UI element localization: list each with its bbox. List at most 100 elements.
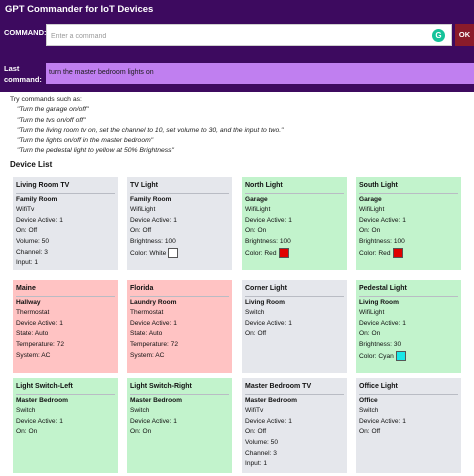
device-name: Light Switch-Right — [130, 382, 229, 395]
device-room: Master Bedroom — [130, 396, 183, 404]
command-label: COMMAND: — [4, 28, 47, 37]
device-card: Maine Hallway Thermostat Device Active: 1 St… — [13, 280, 118, 373]
command-input[interactable] — [47, 26, 427, 47]
device-property: Brightness: 30 — [359, 340, 402, 348]
device-color-label: Color: Cyan — [359, 352, 394, 360]
device-property: Input: 1 — [245, 460, 267, 468]
app-title: GPT Commander for IoT Devices — [0, 0, 474, 20]
device-name: Office Light — [359, 382, 458, 395]
device-property: Device Active: 1 — [130, 216, 177, 224]
device-property: On: Off — [245, 330, 267, 338]
device-color-label: Color: Red — [245, 249, 277, 257]
device-name: South Light — [359, 181, 458, 194]
command-input-wrapper[interactable]: G — [46, 24, 452, 47]
tips-heading: Try commands such as: — [10, 96, 82, 103]
device-room: Garage — [245, 195, 268, 203]
device-name: Pedestal Light — [359, 284, 458, 297]
device-name: Florida — [130, 284, 229, 297]
device-card: Florida Laundry Room Thermostat Device Acti… — [127, 280, 232, 373]
device-room: Master Bedroom — [16, 396, 69, 404]
device-property: On: On — [359, 227, 381, 235]
device-property: System: AC — [130, 351, 165, 359]
device-card: Corner Light Living Room Switch Device Acti… — [242, 280, 347, 373]
device-property: State: Auto — [130, 330, 163, 338]
device-property: Temperature: 72 — [16, 340, 65, 348]
device-name: TV Light — [130, 181, 229, 194]
device-property: On: Off — [16, 227, 38, 235]
tip-item: "Turn the pedestal light to yellow at 50… — [17, 147, 174, 155]
device-card: Living Room TV Family Room WifiTv Device Ac… — [13, 177, 118, 270]
device-property: State: Auto — [16, 330, 49, 338]
device-room: Garage — [359, 195, 382, 203]
device-property: On: On — [359, 330, 381, 338]
device-name: Master Bedroom TV — [245, 382, 344, 395]
device-property: Volume: 50 — [16, 237, 49, 245]
device-property: Device Active: 1 — [245, 319, 292, 327]
device-property: Switch — [245, 309, 265, 317]
device-card: North Light Garage WifiLight Device Active:… — [242, 177, 347, 270]
device-color-row: Color: Red — [245, 247, 344, 259]
command-tips: Try commands such as: "Turn the garage o… — [10, 95, 284, 157]
ok-button[interactable]: OK — [455, 24, 474, 46]
device-property: System: AC — [16, 351, 51, 359]
device-color-row: Color: Cyan — [359, 350, 458, 362]
device-property: Device Active: 1 — [245, 417, 292, 425]
tip-item: "Turn the tvs on/off off" — [17, 116, 86, 124]
device-name: North Light — [245, 181, 344, 194]
color-swatch — [395, 350, 406, 361]
device-property: WifiLight — [130, 206, 156, 214]
device-room: Family Room — [130, 195, 172, 203]
device-property: Thermostat — [130, 309, 164, 317]
device-room: Hallway — [16, 298, 41, 306]
color-swatch — [278, 247, 289, 258]
device-property: Volume: 50 — [245, 438, 278, 446]
device-color-label: Color: White — [130, 249, 167, 257]
device-room: Living Room — [245, 298, 285, 306]
command-panel: COMMAND: G OK Last command: turn the mas… — [0, 20, 474, 92]
device-property: Device Active: 1 — [359, 319, 406, 327]
device-room: Office — [359, 396, 378, 404]
device-property: Device Active: 1 — [359, 417, 406, 425]
device-list-title: Device List — [10, 160, 53, 169]
device-property: Brightness: 100 — [245, 237, 291, 245]
device-card: Light Switch-Left Master Bedroom Switch Dev… — [13, 378, 118, 473]
device-property: Device Active: 1 — [16, 216, 63, 224]
device-room: Family Room — [16, 195, 58, 203]
tip-item: "Turn the lights on/off in the master be… — [17, 137, 154, 145]
device-property: Channel: 3 — [245, 449, 277, 457]
device-name: Corner Light — [245, 284, 344, 297]
device-property: Brightness: 100 — [130, 237, 176, 245]
color-swatch — [392, 247, 403, 258]
grammarly-icon[interactable]: G — [432, 29, 445, 42]
device-card: Pedestal Light Living Room WifiLight Device… — [356, 280, 461, 373]
device-card: Master Bedroom TV Master Bedroom WifiTv Dev… — [242, 378, 347, 473]
tip-item: "Turn the living room tv on, set the cha… — [17, 126, 284, 134]
device-property: Thermostat — [16, 309, 50, 317]
device-property: On: Off — [359, 428, 381, 436]
device-property: Device Active: 1 — [130, 319, 177, 327]
device-color-row: Color: White — [130, 247, 229, 259]
device-property: Device Active: 1 — [16, 319, 63, 327]
device-property: Channel: 3 — [16, 248, 48, 256]
device-property: Device Active: 1 — [16, 417, 63, 425]
device-color-label: Color: Red — [359, 249, 391, 257]
device-property: WifiTv — [245, 407, 264, 415]
device-property: Device Active: 1 — [130, 417, 177, 425]
device-property: WifiLight — [359, 309, 385, 317]
device-property: Device Active: 1 — [245, 216, 292, 224]
device-color-row: Color: Red — [359, 247, 458, 259]
device-card: South Light Garage WifiLight Device Active:… — [356, 177, 461, 270]
device-property: WifiTv — [16, 206, 35, 214]
device-property: Brightness: 100 — [359, 237, 405, 245]
device-property: Input: 1 — [16, 259, 38, 267]
last-command-label: Last command: — [4, 64, 42, 84]
device-card: Office Light Office Switch Device Active: 1… — [356, 378, 461, 473]
device-property: Switch — [130, 407, 150, 415]
device-room: Laundry Room — [130, 298, 177, 306]
device-name: Living Room TV — [16, 181, 115, 194]
device-property: On: On — [130, 428, 152, 436]
device-property: On: On — [16, 428, 38, 436]
device-property: WifiLight — [359, 206, 385, 214]
device-room: Living Room — [359, 298, 399, 306]
device-property: Temperature: 72 — [130, 340, 179, 348]
